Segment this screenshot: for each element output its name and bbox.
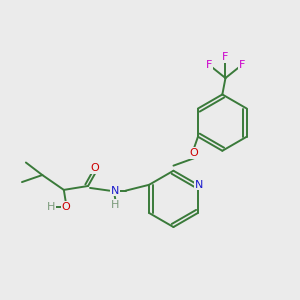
Text: H: H [111, 200, 120, 210]
Text: O: O [91, 164, 100, 173]
Text: O: O [190, 148, 198, 158]
Text: F: F [239, 60, 245, 70]
Text: F: F [206, 60, 212, 70]
Text: H: H [47, 202, 55, 212]
Text: N: N [110, 186, 119, 196]
Text: F: F [222, 52, 229, 62]
Text: O: O [61, 202, 70, 212]
Text: N: N [194, 180, 203, 190]
